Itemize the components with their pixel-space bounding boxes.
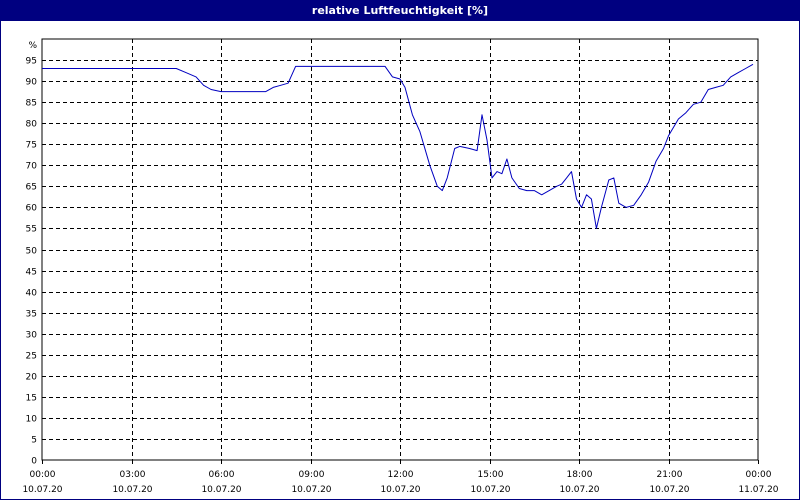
x-tick-label-time: 15:00 <box>478 470 504 480</box>
y-tick-label: 40 <box>26 289 38 299</box>
x-tick-label-date: 10.07.20 <box>470 485 510 495</box>
y-tick-label: 95 <box>26 57 37 67</box>
y-tick-label: 15 <box>26 394 37 404</box>
x-tick-label-time: 21:00 <box>657 470 683 480</box>
x-tick-label-date: 10.07.20 <box>22 485 62 495</box>
y-tick-label: 75 <box>26 141 37 151</box>
y-axis-unit-label: % <box>28 41 37 51</box>
x-tick-label-time: 12:00 <box>388 470 414 480</box>
series-line-humidity <box>42 63 754 229</box>
y-tick-label: 30 <box>26 331 38 341</box>
y-tick-label: 70 <box>26 162 38 172</box>
y-tick-label: 90 <box>26 78 38 88</box>
y-tick-label: 25 <box>26 352 37 362</box>
x-tick-label-date: 10.07.20 <box>649 485 689 495</box>
y-tick-label: 65 <box>26 183 37 193</box>
y-tick-label: 55 <box>26 225 37 235</box>
y-tick-label: 5 <box>31 436 37 446</box>
x-tick-label-time: 09:00 <box>299 470 325 480</box>
x-tick-label-time: 18:00 <box>567 470 593 480</box>
y-tick-label: 85 <box>26 99 37 109</box>
x-tick-label-date: 10.07.20 <box>201 485 241 495</box>
x-tick-label-date: 11.07.20 <box>738 485 778 495</box>
x-tick-label-time: 00:00 <box>746 470 772 480</box>
y-tick-label: 80 <box>26 120 38 130</box>
y-tick-label: 45 <box>26 268 37 278</box>
y-tick-label: 0 <box>31 457 37 467</box>
chart-title: relative Luftfeuchtigkeit [%] <box>1 1 799 21</box>
y-tick-label: 60 <box>26 204 38 214</box>
y-tick-label: 20 <box>26 373 38 383</box>
y-tick-label: 10 <box>26 415 38 425</box>
x-tick-label-time: 03:00 <box>120 470 146 480</box>
x-tick-label-date: 10.07.20 <box>112 485 152 495</box>
y-tick-label: 35 <box>26 310 37 320</box>
y-tick-label: 50 <box>26 247 38 257</box>
x-tick-label-time: 00:00 <box>30 470 56 480</box>
x-tick-label-time: 06:00 <box>209 470 235 480</box>
x-tick-label-date: 10.07.20 <box>559 485 599 495</box>
x-tick-label-date: 10.07.20 <box>291 485 331 495</box>
x-tick-label-date: 10.07.20 <box>380 485 420 495</box>
